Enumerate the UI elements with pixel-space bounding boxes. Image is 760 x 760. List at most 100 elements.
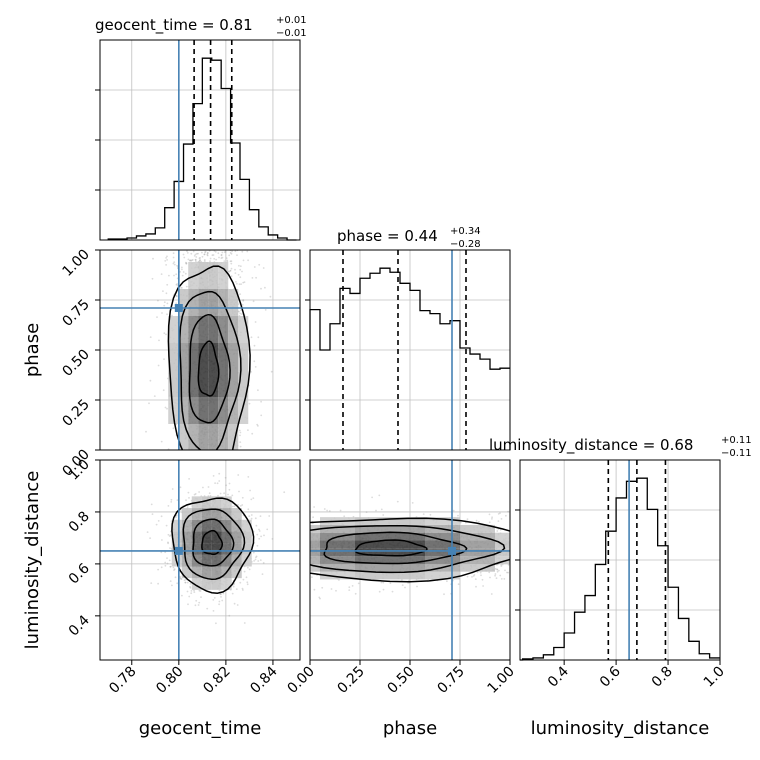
sample-point <box>160 551 163 554</box>
panel-frame <box>99 459 301 661</box>
sample-point <box>203 260 206 262</box>
density-cell <box>211 531 222 544</box>
sample-point <box>248 402 251 405</box>
density-cell <box>425 532 460 541</box>
sample-point <box>323 508 326 510</box>
sample-point <box>164 406 167 409</box>
density-cell <box>211 578 222 590</box>
sample-point <box>378 494 381 497</box>
sample-point <box>190 590 193 592</box>
sample-point <box>247 476 250 478</box>
density-cell <box>425 556 460 564</box>
sample-point <box>254 517 257 520</box>
sample-point <box>185 499 187 502</box>
sample-point <box>166 313 168 316</box>
density-cell <box>320 571 355 580</box>
sample-point <box>257 425 259 427</box>
sample-point <box>239 505 242 507</box>
sample-point <box>312 516 314 519</box>
sample-point <box>176 283 179 285</box>
sample-point <box>151 513 154 515</box>
sample-point <box>199 590 202 592</box>
sample-point <box>238 429 241 432</box>
sample-point <box>499 574 502 577</box>
sample-point <box>173 568 176 571</box>
sample-point <box>179 486 182 489</box>
sample-point <box>215 622 217 625</box>
sample-point <box>151 277 154 280</box>
sample-point <box>186 506 189 509</box>
sample-point <box>195 256 198 258</box>
density-cell <box>460 524 495 533</box>
title-geocent-time-main: geocent_time = 0.81 <box>95 16 253 35</box>
sample-point <box>195 260 197 263</box>
sample-point <box>174 576 177 579</box>
sample-point <box>239 441 242 443</box>
sample-point <box>160 273 163 275</box>
sample-point <box>248 515 251 517</box>
sample-point <box>198 257 201 260</box>
sample-point <box>173 569 175 572</box>
sample-point <box>255 555 258 558</box>
sample-point <box>209 495 212 497</box>
sample-point <box>155 523 158 526</box>
sample-point <box>257 336 260 339</box>
density-cell <box>355 540 390 549</box>
sample-point <box>149 336 152 338</box>
sample-point <box>231 250 234 253</box>
density-cell <box>228 397 239 424</box>
sample-point <box>365 511 368 513</box>
sample-point <box>239 445 242 448</box>
title-geocent-time-minus: −0.01 <box>276 28 307 39</box>
density-cell <box>208 316 219 343</box>
sample-point <box>213 257 216 260</box>
sample-point <box>479 571 482 574</box>
sample-point <box>189 586 192 589</box>
sample-point <box>206 254 209 257</box>
sample-point <box>185 285 188 288</box>
sample-point <box>283 491 286 494</box>
density-cell <box>178 289 189 316</box>
sample-point <box>191 259 193 262</box>
sample-point <box>169 565 172 568</box>
sample-point <box>254 366 257 368</box>
density-cell <box>208 451 218 478</box>
sample-point <box>220 253 223 256</box>
density-cell <box>181 554 192 567</box>
density-cell <box>198 397 209 424</box>
density-cell <box>188 370 199 397</box>
truth-marker <box>448 546 456 555</box>
sample-point <box>401 584 404 586</box>
sample-point <box>157 568 160 571</box>
sample-point <box>489 576 491 579</box>
sample-point <box>165 292 168 295</box>
sample-point <box>475 519 478 522</box>
sample-point <box>193 591 196 593</box>
sample-point <box>264 286 266 289</box>
sample-point <box>241 304 244 306</box>
sample-point <box>351 585 354 587</box>
sample-point <box>258 263 261 266</box>
sample-point <box>481 578 484 581</box>
sample-point <box>496 530 499 532</box>
title-luminosity-distance-plus: +0.11 <box>721 435 752 446</box>
sample-point <box>201 255 204 258</box>
sample-point <box>243 281 246 283</box>
sample-point <box>241 313 243 315</box>
hist-step-geocent_time <box>107 57 297 241</box>
sample-point <box>233 505 236 508</box>
sample-point <box>166 302 169 305</box>
ylabel-phase: phase <box>22 323 43 377</box>
density-cell <box>355 556 390 564</box>
sample-point <box>234 250 237 253</box>
panel-content <box>100 460 300 660</box>
sample-point <box>169 547 171 549</box>
density-cell <box>168 343 179 370</box>
sample-point <box>201 251 203 254</box>
sample-point <box>172 256 175 259</box>
sample-point <box>253 344 256 347</box>
sample-point <box>221 599 224 602</box>
sample-point <box>158 339 160 342</box>
sample-point <box>172 566 175 569</box>
sample-point <box>239 581 242 584</box>
